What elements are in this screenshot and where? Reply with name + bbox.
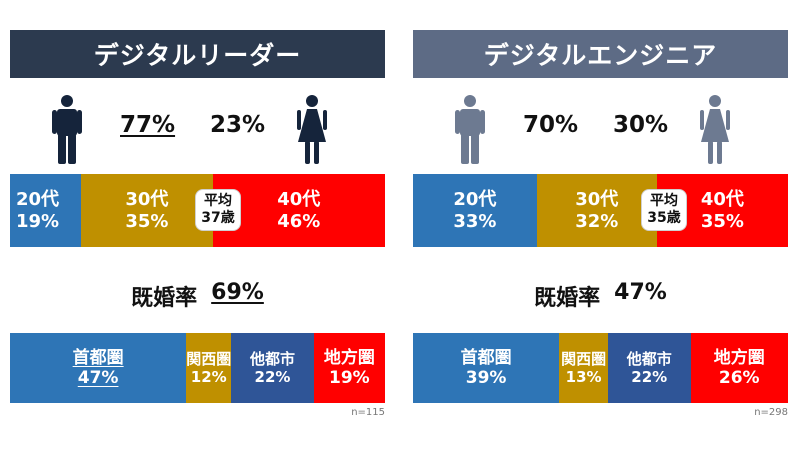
engineer-male-pct: 70% [523,112,579,138]
engineer-average-age-badge: 平均 35歳 [641,189,687,231]
leader-age-pct-30: 35% [125,210,169,232]
engineer-age-seg-20: 20代 33% [413,174,537,247]
engineer-age-cat-20: 20代 [453,188,497,210]
leader-region-pct-other-city: 22% [254,368,291,386]
engineer-age-cat-40: 40代 [700,188,744,210]
leader-region-cat-capital: 首都圏 [72,347,124,368]
leader-region-pct-kansai: 12% [190,368,227,386]
engineer-region-cat-rural: 地方圏 [713,347,765,368]
leader-region-cat-rural: 地方圏 [323,347,375,368]
leader-region-bar: 首都圏 47% 関西圏 12% 他都市 22% 地方圏 19% [10,333,385,403]
engineer-age-pct-20: 33% [453,210,497,232]
engineer-region-seg-kansai: 関西圏 13% [559,333,608,403]
male-icon [455,95,485,164]
engineer-panel: デジタルエンジニア 70% 30% 20代 33% 30代 32% [413,30,788,420]
leader-region-seg-capital: 首都圏 47% [10,333,187,403]
leader-average-value: 37歳 [201,210,235,226]
leader-age-seg-20: 20代 19% [10,174,82,247]
engineer-age-seg-30: 30代 32% [536,174,657,247]
engineer-age-pct-30: 32% [575,210,619,232]
male-icon [52,95,82,164]
leader-region-seg-kansai: 関西圏 12% [186,333,232,403]
engineer-region-seg-other-city: 他都市 22% [608,333,691,403]
leader-married-value: 69% [211,280,264,305]
engineer-region-cat-capital: 首都圏 [460,347,512,368]
engineer-married-value: 47% [614,280,667,305]
engineer-age-bar: 20代 33% 30代 32% 40代 35% [413,174,788,247]
leader-sample-size: n=115 [351,407,385,418]
engineer-married-rate: 既婚率 47% [413,280,788,312]
engineer-average-label: 平均 [650,193,678,210]
leader-panel: デジタルリーダー 77% 23% 20代 19% 30代 35% [10,30,385,420]
engineer-female-pct: 30% [613,112,669,138]
engineer-region-pct-capital: 39% [465,368,507,388]
engineer-region-bar: 首都圏 39% 関西圏 13% 他都市 22% 地方圏 26% [413,333,788,403]
female-icon [297,95,327,164]
engineer-region-seg-capital: 首都圏 39% [413,333,560,403]
leader-age-cat-40: 40代 [277,188,321,210]
leader-region-seg-rural: 地方圏 19% [313,333,385,403]
leader-average-age-badge: 平均 37歳 [195,189,241,231]
female-icon [700,95,730,164]
leader-region-cat-kansai: 関西圏 [186,350,232,368]
leader-average-label: 平均 [204,193,232,210]
leader-region-pct-capital: 47% [77,368,119,388]
engineer-region-pct-kansai: 13% [565,368,602,386]
engineer-region-cat-kansai: 関西圏 [561,350,607,368]
leader-region-seg-other-city: 他都市 22% [231,333,314,403]
leader-title: デジタルリーダー [10,30,385,78]
engineer-region-pct-rural: 26% [718,368,760,388]
leader-region-pct-rural: 19% [329,368,370,388]
engineer-sample-size: n=298 [754,407,788,418]
leader-male-pct: 77% [120,112,176,138]
engineer-region-pct-other-city: 22% [631,368,668,386]
engineer-married-label: 既婚率 [534,286,601,311]
engineer-title: デジタルエンジニア [413,30,788,78]
leader-age-bar: 20代 19% 30代 35% 40代 46% [10,174,385,247]
engineer-age-pct-40: 35% [700,210,744,232]
leader-region-cat-other-city: 他都市 [249,350,295,368]
engineer-region-seg-rural: 地方圏 26% [690,333,788,403]
engineer-average-value: 35歳 [647,210,681,226]
leader-age-seg-40: 40代 46% [212,174,385,247]
leader-female-pct: 23% [210,112,266,138]
leader-married-rate: 既婚率 69% [10,280,385,312]
leader-age-cat-30: 30代 [125,188,169,210]
leader-age-pct-20: 19% [16,210,60,232]
leader-age-pct-40: 46% [277,210,321,232]
engineer-region-cat-other-city: 他都市 [626,350,672,368]
leader-age-seg-30: 30代 35% [81,174,213,247]
leader-age-cat-20: 20代 [16,188,60,210]
leader-married-label: 既婚率 [131,286,198,311]
engineer-age-cat-30: 30代 [575,188,619,210]
